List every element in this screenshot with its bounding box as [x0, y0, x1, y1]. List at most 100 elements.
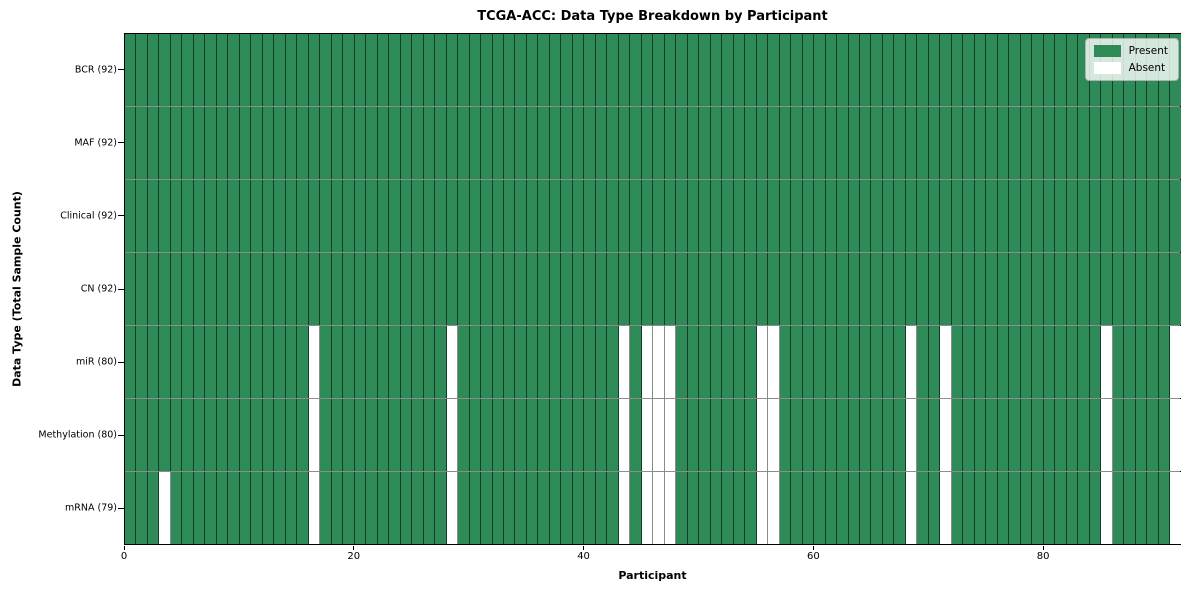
heatmap-cell — [779, 472, 792, 544]
heatmap-cell — [297, 399, 309, 471]
heatmap-cell — [481, 253, 493, 325]
heatmap-cell — [699, 253, 711, 325]
heatmap-cell — [814, 326, 826, 398]
heatmap-cell — [526, 399, 539, 471]
heatmap-cell — [170, 472, 183, 544]
heatmap-cell — [768, 34, 780, 106]
heatmap-cell — [561, 180, 573, 252]
heatmap-cell — [389, 107, 401, 179]
heatmap-cell — [458, 107, 470, 179]
heatmap-cell — [894, 34, 906, 106]
heatmap-cell — [664, 472, 677, 544]
heatmap-cell — [779, 180, 792, 252]
heatmap-cell — [1078, 472, 1090, 544]
heatmap-cell — [549, 34, 562, 106]
heatmap-cell — [710, 34, 723, 106]
heatmap-cell — [756, 34, 769, 106]
heatmap-cell — [653, 399, 665, 471]
heatmap-cell — [515, 253, 527, 325]
heatmap-cell — [1020, 107, 1033, 179]
heatmap-cell — [147, 253, 160, 325]
heatmap-cell — [274, 34, 286, 106]
heatmap-cell — [515, 326, 527, 398]
heatmap-cell — [389, 180, 401, 252]
heatmap-cell — [607, 472, 619, 544]
heatmap-cell — [814, 180, 826, 252]
heatmap-cell — [125, 399, 137, 471]
heatmap-cell — [756, 180, 769, 252]
y-tick-mark — [118, 288, 124, 290]
heatmap-cell — [641, 326, 654, 398]
heatmap-cell — [699, 326, 711, 398]
heatmap-cell — [986, 253, 998, 325]
heatmap-cell — [572, 107, 585, 179]
heatmap-cell — [125, 34, 137, 106]
heatmap-cell — [974, 34, 987, 106]
heatmap-cell — [1101, 472, 1113, 544]
heatmap-cell — [905, 399, 918, 471]
heatmap-cell — [1147, 180, 1159, 252]
heatmap-cell — [653, 472, 665, 544]
heatmap-cell — [1020, 326, 1033, 398]
heatmap-cell — [814, 107, 826, 179]
heatmap-cell — [216, 326, 229, 398]
heatmap-cell — [435, 326, 447, 398]
heatmap-cell — [951, 34, 964, 106]
heatmap-cell — [320, 472, 332, 544]
heatmap-cell — [745, 399, 757, 471]
heatmap-cell — [343, 107, 355, 179]
heatmap-cell — [1170, 180, 1181, 252]
heatmap-cell — [882, 253, 895, 325]
heatmap-cell — [262, 472, 275, 544]
x-tick-mark — [583, 546, 585, 550]
heatmap-cell — [1089, 326, 1102, 398]
heatmap-cell — [584, 180, 596, 252]
heatmap-cell — [802, 180, 815, 252]
heatmap-cell — [1009, 399, 1021, 471]
legend: Present Absent — [1084, 38, 1179, 81]
heatmap-cell — [423, 326, 436, 398]
heatmap-cell — [262, 34, 275, 106]
heatmap-cell — [366, 399, 378, 471]
y-tick-label-BCR: BCR (92) — [74, 64, 117, 76]
heatmap-row-CN — [125, 253, 1181, 326]
heatmap-cell — [366, 472, 378, 544]
heatmap-cell — [814, 253, 826, 325]
heatmap-cell — [285, 180, 298, 252]
heatmap-cell — [481, 34, 493, 106]
heatmap-cell — [1020, 472, 1033, 544]
heatmap-cell — [848, 180, 860, 252]
heatmap-cell — [733, 399, 746, 471]
heatmap-cell — [848, 107, 860, 179]
heatmap-cell — [274, 180, 286, 252]
heatmap-cell — [308, 472, 321, 544]
heatmap-cell — [584, 399, 596, 471]
heatmap-cell — [630, 253, 642, 325]
heatmap-cell — [699, 34, 711, 106]
heatmap-cell — [343, 399, 355, 471]
heatmap-cell — [860, 472, 872, 544]
heatmap-cell — [917, 326, 929, 398]
heatmap-cell — [526, 326, 539, 398]
heatmap-cell — [435, 107, 447, 179]
heatmap-cell — [607, 253, 619, 325]
heatmap-cell — [722, 180, 734, 252]
heatmap-cell — [882, 472, 895, 544]
heatmap-cell — [1135, 253, 1148, 325]
heatmap-cell — [458, 180, 470, 252]
heatmap-cell — [871, 34, 883, 106]
heatmap-cell — [618, 107, 631, 179]
heatmap-cell — [653, 326, 665, 398]
y-tick-label-Clinical: Clinical (92) — [60, 210, 117, 222]
heatmap-cell — [435, 34, 447, 106]
heatmap-cell — [366, 34, 378, 106]
heatmap-cell — [262, 107, 275, 179]
heatmap-cell — [136, 180, 148, 252]
x-tick-label: 80 — [1036, 551, 1050, 562]
heatmap-cell — [997, 34, 1010, 106]
heatmap-cell — [664, 107, 677, 179]
heatmap-cell — [595, 180, 608, 252]
heatmap-cell — [733, 472, 746, 544]
heatmap-cell — [435, 399, 447, 471]
heatmap-cell — [136, 107, 148, 179]
